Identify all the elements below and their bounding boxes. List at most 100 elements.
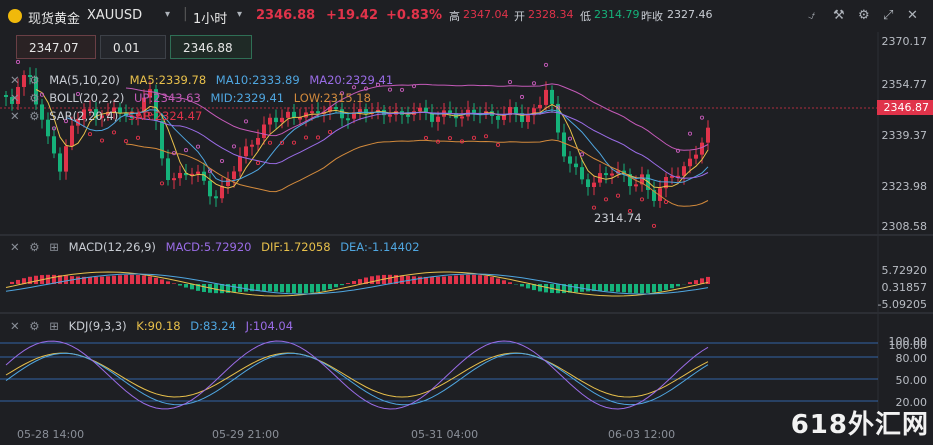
- macd-bar: [52, 274, 56, 284]
- macd-bar: [424, 276, 428, 284]
- sar-dot: [171, 151, 177, 156]
- price-change-pct: +0.83%: [386, 8, 442, 23]
- close-icon[interactable]: ✕: [907, 8, 918, 23]
- k-value: K:90.18: [136, 319, 181, 333]
- sar-dot: [507, 79, 513, 85]
- candle-body: [508, 107, 512, 116]
- close-icon[interactable]: ✕: [10, 240, 20, 254]
- settings-icon[interactable]: ⚙: [29, 240, 40, 254]
- settings-icon[interactable]: ⚙: [858, 8, 870, 23]
- macd-bar: [520, 284, 524, 287]
- candle-body: [592, 182, 596, 187]
- sar-dot: [567, 136, 573, 141]
- boll-lower-line: [125, 139, 709, 207]
- sar-dot: [591, 205, 597, 210]
- macd-bar: [340, 284, 344, 286]
- candle-body: [94, 109, 98, 118]
- price-axis-label: 2339.37: [881, 129, 928, 142]
- instrument-name[interactable]: 现货黄金: [28, 12, 81, 27]
- candle-body: [670, 175, 674, 178]
- candle-body: [232, 171, 236, 180]
- candle-body: [694, 154, 698, 159]
- macd-bar: [526, 284, 530, 289]
- sar-dot: [435, 139, 441, 144]
- candle-body: [178, 172, 182, 179]
- macd-bar: [670, 284, 674, 289]
- ma20-line: [125, 111, 709, 179]
- candle-body: [664, 177, 668, 189]
- chevron-down-icon[interactable]: ▾: [237, 9, 243, 20]
- macd-bar: [532, 284, 536, 291]
- macd-name[interactable]: MACD(12,26,9): [68, 240, 156, 254]
- candle-body: [268, 117, 272, 125]
- candle-body: [130, 116, 134, 119]
- macd-bar: [322, 284, 326, 291]
- k-line: [5, 352, 709, 398]
- macd-bar: [190, 284, 194, 290]
- sar-name[interactable]: SAR(2,20,4): [49, 109, 119, 123]
- candle-body: [706, 127, 710, 143]
- macd-bar: [538, 284, 542, 292]
- price-axis-label: 2308.58: [881, 220, 928, 233]
- macd-bar: [616, 284, 620, 292]
- candle-body: [346, 118, 350, 121]
- candle-body: [556, 103, 560, 133]
- sar-dot: [603, 197, 609, 202]
- macd-bar: [706, 276, 710, 284]
- boll-name[interactable]: BOLL(20,2,2): [49, 91, 125, 105]
- candle-body: [298, 117, 302, 120]
- macd-bar: [196, 284, 200, 291]
- macd-bar: [16, 279, 20, 284]
- interval-select[interactable]: 1小时: [193, 12, 228, 27]
- ma5-line: [35, 89, 709, 189]
- settings-icon[interactable]: ⚙: [29, 109, 40, 123]
- ma-name[interactable]: MA(5,10,20): [49, 73, 120, 87]
- expand-icon[interactable]: ⊞: [49, 240, 59, 254]
- settings-icon[interactable]: ⚙: [29, 73, 40, 87]
- candle-body: [70, 125, 74, 147]
- close-icon[interactable]: ✕: [10, 91, 20, 105]
- kdj-name[interactable]: KDJ(9,3,3): [68, 319, 127, 333]
- macd-bar: [268, 284, 272, 292]
- macd-bar: [430, 276, 434, 284]
- fullscreen-icon[interactable]: ⤢: [883, 8, 894, 23]
- settings-icon[interactable]: ⚙: [29, 319, 40, 333]
- dea-value: DEA:-1.14402: [340, 240, 420, 254]
- macd-bar: [376, 275, 380, 284]
- settings-icon[interactable]: ⚙: [29, 91, 40, 105]
- indicator-icon[interactable]: ⍻: [808, 8, 816, 23]
- sar-dot: [483, 134, 489, 139]
- candle-body: [388, 114, 392, 117]
- candle-body: [226, 179, 230, 187]
- macd-bar: [448, 276, 452, 284]
- macd-bar: [418, 276, 422, 284]
- current-price-tag: 2346.87: [877, 100, 933, 115]
- candle-body: [190, 173, 194, 176]
- candle-body: [352, 112, 356, 119]
- buy-price-box[interactable]: 2346.88: [170, 35, 252, 59]
- candle-body: [526, 115, 530, 122]
- close-icon[interactable]: ✕: [10, 109, 20, 123]
- macd-bar: [586, 284, 590, 292]
- sar-dot: [51, 126, 57, 131]
- candle-body: [424, 107, 428, 113]
- sar-dot: [219, 158, 225, 164]
- drawing-tools-icon[interactable]: ⚒: [833, 8, 845, 23]
- sar-dot: [411, 84, 417, 89]
- candle-body: [430, 112, 434, 122]
- instrument-symbol[interactable]: XAUUSD: [87, 8, 143, 23]
- date-label: 05-28 14:00: [17, 428, 85, 441]
- macd-bar: [226, 284, 230, 293]
- sell-price-box[interactable]: 2347.07: [16, 35, 96, 59]
- expand-icon[interactable]: ⊞: [49, 319, 59, 333]
- candle-body: [700, 142, 704, 155]
- close-icon[interactable]: ✕: [10, 319, 20, 333]
- sar-dot: [387, 87, 393, 92]
- dif-value: DIF:1.72058: [261, 240, 331, 254]
- macd-bar: [406, 275, 410, 284]
- date-label: 05-29 21:00: [212, 428, 280, 441]
- lot-size-input[interactable]: 0.01: [100, 35, 166, 59]
- chevron-down-icon[interactable]: ▾: [165, 9, 171, 20]
- close-icon[interactable]: ✕: [10, 73, 20, 87]
